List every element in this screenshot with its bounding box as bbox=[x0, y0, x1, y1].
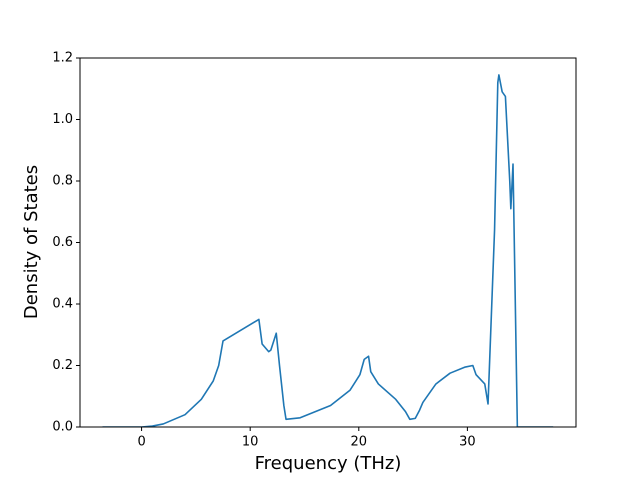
y-tick-label: 0.4 bbox=[52, 297, 73, 312]
line-series bbox=[102, 74, 554, 427]
y-tick-label: 1.0 bbox=[52, 112, 73, 127]
x-tick-label: 20 bbox=[351, 435, 368, 450]
plot-frame bbox=[79, 57, 577, 428]
y-tick-label: 0.8 bbox=[52, 174, 73, 189]
y-axis-label: Density of States bbox=[21, 165, 42, 319]
x-tick-label: 10 bbox=[242, 435, 259, 450]
y-tick-label: 0.2 bbox=[52, 358, 73, 373]
y-tick-label: 0.6 bbox=[52, 235, 73, 250]
x-axis-label: Frequency (THz) bbox=[255, 453, 402, 474]
y-tick-label: 0.0 bbox=[52, 420, 73, 435]
x-tick-label: 0 bbox=[137, 435, 145, 450]
y-tick-label: 1.2 bbox=[52, 51, 73, 66]
x-tick-label: 30 bbox=[459, 435, 476, 450]
